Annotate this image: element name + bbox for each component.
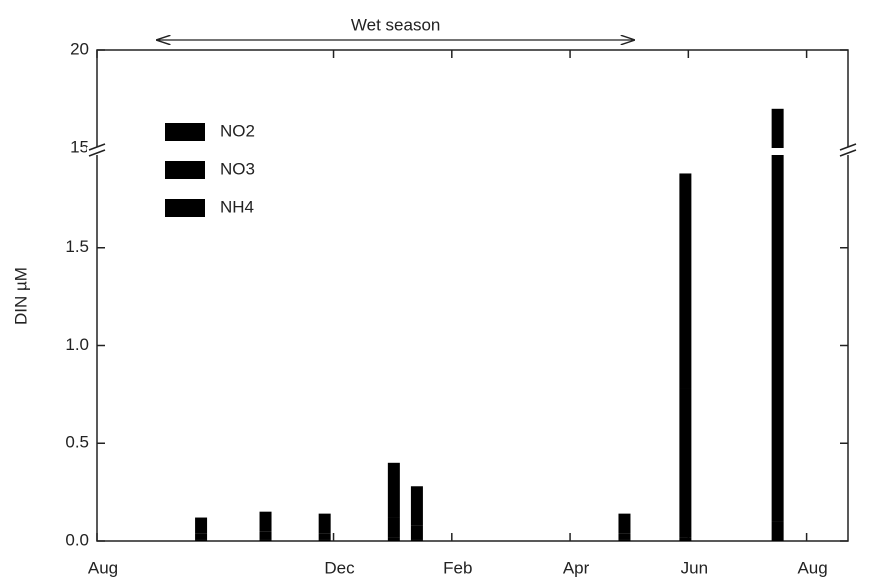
bar-piece	[195, 539, 208, 541]
legend-label: NO3	[220, 159, 255, 178]
bar	[387, 462, 400, 518]
bar-piece	[259, 531, 272, 540]
bar	[618, 539, 631, 541]
x-tick-label: Aug	[88, 558, 118, 577]
bar-piece	[195, 533, 208, 540]
axis-break-gap	[87, 147, 107, 155]
axis-break	[88, 149, 106, 157]
axis-break	[88, 143, 106, 151]
y-tick-label: 0.0	[65, 530, 89, 549]
x-tick-label: Feb	[443, 558, 472, 577]
bar-piece	[195, 517, 208, 534]
x-tick-label: Dec	[324, 558, 355, 577]
y-axis-label: DIN µM	[11, 267, 30, 325]
bar-piece	[618, 533, 631, 540]
bar	[771, 108, 784, 148]
bar	[679, 173, 692, 389]
bar-piece	[387, 517, 400, 538]
annotation: Wet season	[351, 15, 440, 34]
y-tick-label: 20	[70, 39, 89, 58]
bar	[318, 513, 331, 534]
bar-piece	[771, 108, 784, 148]
bar	[259, 511, 272, 532]
bar	[195, 533, 208, 540]
x-tick-label: Apr	[563, 558, 590, 577]
plot-frame	[96, 49, 849, 542]
bar	[679, 537, 692, 541]
legend-swatch	[165, 199, 205, 217]
bar-piece	[318, 533, 331, 540]
y-tick-label: 0.5	[65, 433, 89, 452]
bar	[679, 388, 692, 538]
axis-break	[839, 149, 857, 157]
bar	[259, 531, 272, 540]
bar-piece	[679, 388, 692, 538]
bar	[410, 486, 423, 526]
y-tick-label: 15	[70, 137, 89, 156]
legend-label: NO2	[220, 121, 255, 140]
bar-piece	[410, 525, 423, 540]
bar	[618, 513, 631, 534]
axis-break-gap	[838, 147, 858, 155]
bar-piece	[618, 513, 631, 534]
bar	[195, 539, 208, 541]
bar	[195, 517, 208, 534]
bar-piece	[410, 486, 423, 526]
legend-swatch	[165, 161, 205, 179]
bar-piece	[679, 537, 692, 541]
bar-piece	[387, 462, 400, 518]
y-tick-label: 1.5	[65, 237, 89, 256]
bar-piece	[318, 513, 331, 534]
bar-piece	[318, 539, 331, 541]
bar	[618, 533, 631, 540]
bar-piece	[387, 537, 400, 541]
bar-piece	[618, 539, 631, 541]
bar	[771, 521, 784, 541]
bar	[318, 533, 331, 540]
legend-label: NH4	[220, 197, 254, 216]
bar	[410, 525, 423, 540]
bar-piece	[679, 173, 692, 389]
bar-piece	[771, 521, 784, 541]
bar	[318, 539, 331, 541]
bar	[410, 539, 423, 541]
axis-break	[839, 143, 857, 151]
bar-piece	[259, 511, 272, 532]
bar-break-gap	[769, 149, 786, 155]
bar	[387, 537, 400, 541]
bar-piece	[259, 539, 272, 541]
bar-piece	[410, 539, 423, 541]
y-tick-label: 1.0	[65, 335, 89, 354]
x-tick-label: Aug	[797, 558, 827, 577]
bar	[259, 539, 272, 541]
bar	[771, 150, 784, 522]
x-tick-label: Jun	[681, 558, 708, 577]
legend-swatch	[165, 123, 205, 141]
bar	[387, 517, 400, 538]
bar-piece	[771, 150, 784, 522]
